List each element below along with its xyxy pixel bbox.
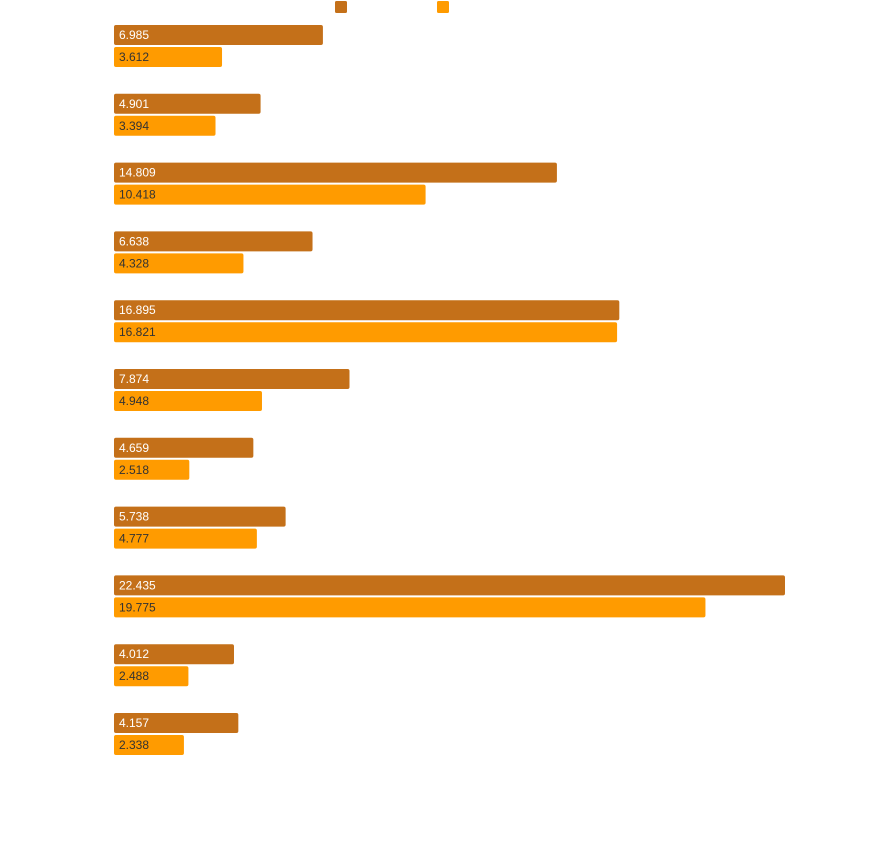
value-label-series-1-item-10: 4.012: [119, 647, 149, 661]
bar-series-1-item-3[interactable]: [114, 162, 557, 183]
bar-series-1-item-9[interactable]: [114, 575, 785, 596]
bar-series-1-item-11[interactable]: [114, 713, 239, 733]
bar-series-2-item-10[interactable]: [114, 666, 189, 687]
value-label-series-2-item-6: 4.948: [119, 394, 149, 408]
bar-series-2-item-11[interactable]: [114, 735, 184, 755]
bar-series-1-item-1[interactable]: [114, 25, 323, 45]
bar-series-2-item-6[interactable]: [114, 391, 262, 411]
bar-groups: 6.985 3.612 4.901 3.394 14.809 10.418 6.638 4.3…: [114, 25, 785, 755]
bar-group-7: 4.659 2.518: [114, 437, 254, 480]
value-label-series-2-item-7: 2.518: [119, 463, 149, 477]
bar-series-2-item-5[interactable]: [114, 322, 618, 343]
bar-group-9: 22.435 19.775: [114, 575, 785, 618]
bar-group-11: 4.157 2.338: [114, 713, 239, 755]
value-label-series-2-item-2: 3.394: [119, 119, 149, 133]
bar-series-1-item-8[interactable]: [114, 506, 286, 527]
value-label-series-2-item-10: 2.488: [119, 669, 149, 683]
value-label-series-2-item-9: 19.775: [119, 600, 156, 614]
bar-group-8: 5.738 4.777: [114, 506, 286, 549]
bar-series-2-item-8[interactable]: [114, 528, 257, 549]
legend-swatch-series-1: [335, 1, 347, 13]
value-label-series-2-item-1: 3.612: [119, 50, 149, 64]
bar-group-6: 7.874 4.948: [114, 369, 350, 411]
value-label-series-2-item-5: 16.821: [119, 325, 156, 339]
value-label-series-2-item-11: 2.338: [119, 738, 149, 752]
legend-swatch-series-2: [437, 1, 449, 13]
bar-series-1-item-5[interactable]: [114, 300, 620, 321]
value-label-series-1-item-11: 4.157: [119, 716, 149, 730]
bar-series-2-item-9[interactable]: [114, 597, 706, 618]
bar-group-4: 6.638 4.328: [114, 231, 313, 274]
value-label-series-1-item-2: 4.901: [119, 97, 149, 111]
bar-series-1-item-2[interactable]: [114, 93, 261, 114]
bar-series-2-item-4[interactable]: [114, 253, 244, 274]
bar-group-1: 6.985 3.612: [114, 25, 323, 67]
bar-group-5: 16.895 16.821: [114, 300, 620, 343]
value-label-series-1-item-8: 5.738: [119, 510, 149, 524]
bar-series-1-item-4[interactable]: [114, 231, 313, 252]
value-label-series-2-item-8: 4.777: [119, 532, 149, 546]
bar-series-2-item-2[interactable]: [114, 115, 216, 136]
value-label-series-2-item-4: 4.328: [119, 256, 149, 270]
chart-legend: [335, 1, 449, 13]
value-label-series-1-item-7: 4.659: [119, 441, 149, 455]
bar-series-1-item-6[interactable]: [114, 369, 350, 389]
bar-series-2-item-3[interactable]: [114, 184, 426, 205]
bar-series-2-item-1[interactable]: [114, 47, 223, 67]
bar-series-2-item-7[interactable]: [114, 459, 190, 480]
value-label-series-1-item-6: 7.874: [119, 372, 149, 386]
value-label-series-1-item-1: 6.985: [119, 28, 149, 42]
value-label-series-1-item-9: 22.435: [119, 578, 156, 592]
value-label-series-2-item-3: 10.418: [119, 188, 156, 202]
value-label-series-1-item-4: 6.638: [119, 234, 149, 248]
bar-group-10: 4.012 2.488: [114, 644, 234, 687]
bar-group-2: 4.901 3.394: [114, 93, 261, 136]
value-label-series-1-item-5: 16.895: [119, 303, 156, 317]
bar-group-3: 14.809 10.418: [114, 162, 557, 205]
bar-series-1-item-10[interactable]: [114, 644, 234, 665]
value-label-series-1-item-3: 14.809: [119, 166, 156, 180]
bar-series-1-item-7[interactable]: [114, 437, 254, 458]
